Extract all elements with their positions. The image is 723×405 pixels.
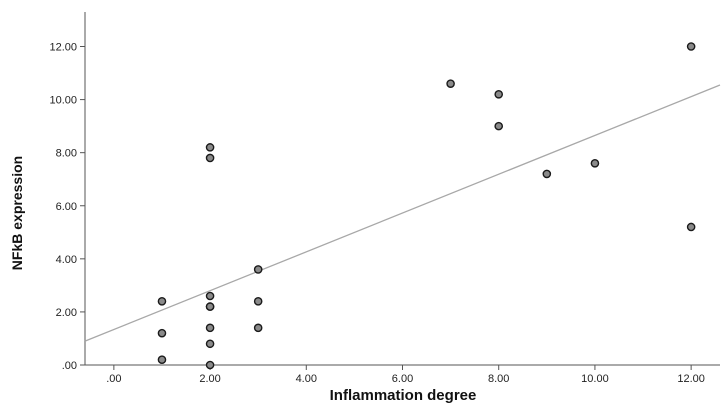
plot-area: .00 2.00 4.00 6.00 8.00 10.00 12.00 .00 2.00 4.00… bbox=[49, 12, 721, 385]
y-tick-label: 2.00 bbox=[56, 307, 77, 319]
data-point bbox=[205, 360, 215, 370]
data-point bbox=[205, 153, 215, 163]
y-axis-title: NFkB expression bbox=[9, 156, 25, 270]
data-point bbox=[494, 89, 504, 99]
x-tick-label: 10.00 bbox=[581, 373, 609, 385]
data-point bbox=[205, 339, 215, 349]
data-point bbox=[205, 143, 215, 152]
fit-line bbox=[84, 84, 721, 342]
y-tick-label: 6.00 bbox=[56, 201, 77, 213]
data-point bbox=[590, 158, 600, 168]
x-tick-label: .00 bbox=[106, 373, 121, 385]
data-point bbox=[253, 265, 263, 274]
data-point bbox=[686, 42, 696, 51]
y-tick-label: 12.00 bbox=[49, 42, 77, 54]
data-point bbox=[446, 79, 455, 88]
x-tick-label: 8.00 bbox=[488, 373, 509, 385]
y-tick-label: .00 bbox=[62, 360, 77, 372]
y-tick-label: 10.00 bbox=[49, 95, 77, 107]
x-tick-label: 6.00 bbox=[392, 373, 413, 385]
data-point bbox=[157, 297, 167, 306]
data-point bbox=[205, 323, 215, 333]
data-point bbox=[157, 328, 167, 338]
x-tick-label: 4.00 bbox=[296, 373, 317, 385]
x-axis-title: Inflammation degree bbox=[330, 387, 477, 404]
data-point bbox=[686, 222, 696, 232]
x-tick-label: 12.00 bbox=[677, 373, 705, 385]
data-point bbox=[157, 355, 167, 364]
data-point bbox=[494, 121, 504, 131]
data-point bbox=[253, 323, 263, 333]
data-point bbox=[205, 302, 215, 311]
x-tick-label: 2.00 bbox=[199, 373, 220, 385]
data-point bbox=[253, 297, 263, 306]
y-tick-label: 8.00 bbox=[56, 148, 77, 160]
y-tick-label: 4.00 bbox=[56, 254, 77, 266]
data-point bbox=[542, 169, 552, 179]
data-point bbox=[205, 291, 215, 301]
